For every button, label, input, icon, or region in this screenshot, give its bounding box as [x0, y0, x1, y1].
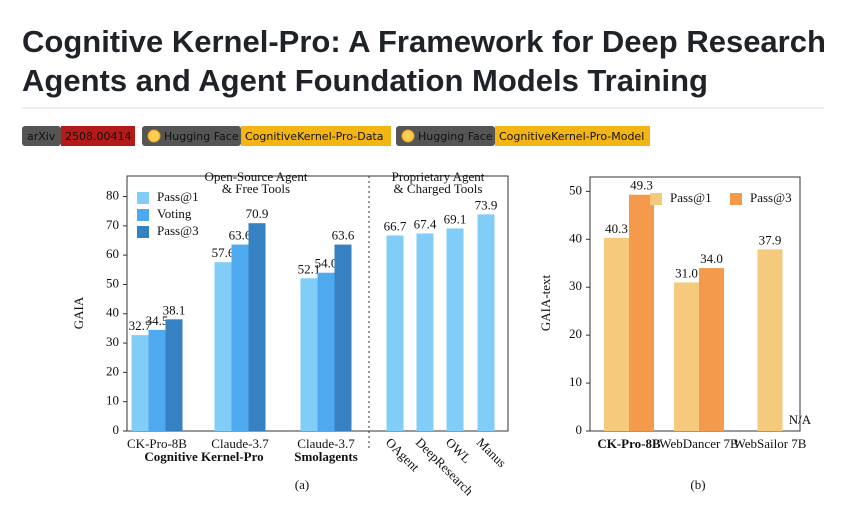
value-label: 54.0 — [315, 256, 338, 271]
section-label: Open-Source Agent — [205, 169, 308, 184]
legend-swatch — [650, 193, 662, 205]
x-tick-label: CK-Pro-8B — [597, 436, 661, 451]
bar — [386, 235, 404, 431]
badge[interactable]: Hugging Face CognitiveKernel-Pro-Model — [396, 126, 650, 146]
value-label: 40.3 — [605, 221, 628, 236]
y-tick-label: 20 — [106, 363, 119, 378]
bar — [231, 244, 249, 431]
section-label: Proprietary Agent — [392, 169, 485, 184]
y-tick-label: 60 — [106, 246, 119, 261]
section-label: & Free Tools — [222, 181, 290, 196]
bar — [674, 282, 699, 431]
bar — [699, 268, 724, 431]
value-label: 63.6 — [332, 228, 355, 243]
y-tick-label: 30 — [569, 278, 582, 293]
legend-swatch — [730, 193, 742, 205]
badge[interactable]: arXiv 2508.00414 — [22, 126, 135, 146]
legend-label: Pass@1 — [157, 189, 199, 204]
bar — [416, 233, 434, 431]
bar — [757, 249, 783, 431]
bar — [300, 278, 318, 431]
bar — [317, 272, 335, 431]
caption: (b) — [690, 477, 705, 492]
badge-value: 2508.00414 — [65, 130, 131, 143]
badge-label: Hugging Face — [164, 130, 239, 143]
y-tick-label: 30 — [106, 334, 119, 349]
value-label: 31.0 — [675, 265, 698, 280]
value-label: 67.4 — [414, 216, 437, 231]
value-label: 32.7 — [129, 318, 152, 333]
badge[interactable]: Hugging Face CognitiveKernel-Pro-Data — [142, 126, 391, 146]
x-tick-label: WebDancer 7B — [659, 436, 739, 451]
badge-label: Hugging Face — [418, 130, 493, 143]
y-tick-label: 20 — [569, 326, 582, 341]
bar — [334, 244, 352, 431]
bar — [148, 329, 166, 431]
y-tick-label: 40 — [106, 305, 119, 320]
y-tick-label: 70 — [106, 217, 119, 232]
y-tick-label: 10 — [106, 393, 119, 408]
y-axis-label: GAIA-text — [538, 274, 553, 331]
group-label: Smolagents — [294, 449, 358, 464]
hf-icon — [147, 129, 161, 143]
badge-value: CognitiveKernel-Pro-Model — [499, 130, 644, 143]
legend-label: Voting — [157, 206, 192, 221]
bar — [131, 335, 149, 431]
badge-value-bg — [241, 126, 391, 146]
value-label: 37.9 — [759, 232, 782, 247]
page-title: Cognitive Kernel-Pro: A Framework for De… — [22, 24, 826, 98]
y-tick-label: 10 — [569, 374, 582, 389]
legend-swatch — [137, 192, 149, 204]
x-tick-label: Claude-3.7 — [297, 436, 355, 451]
value-label: 38.1 — [163, 302, 186, 317]
x-tick-label: CK-Pro-8B — [127, 436, 187, 451]
value-label: 49.3 — [630, 178, 653, 193]
value-label: 52.1 — [298, 261, 321, 276]
y-axis-label: GAIA — [71, 296, 86, 329]
x-tick-label: Claude-3.7 — [211, 436, 269, 451]
badge-value: CognitiveKernel-Pro-Data — [245, 130, 383, 143]
legend-label: Pass@1 — [670, 190, 712, 205]
section-label: & Charged Tools — [394, 181, 483, 196]
bar — [446, 228, 464, 431]
hf-icon — [401, 129, 415, 143]
bar — [165, 319, 183, 431]
annotation: N/A — [789, 412, 812, 427]
y-tick-label: 40 — [569, 230, 582, 245]
value-label: 34.5 — [146, 313, 169, 328]
x-tick-label: WebSailor 7B — [734, 436, 807, 451]
value-label: 34.0 — [700, 251, 723, 266]
value-label: 66.7 — [384, 218, 407, 233]
bar — [629, 194, 654, 431]
value-label: 69.1 — [444, 211, 467, 226]
badge-label-bg — [142, 126, 241, 146]
value-label: 63.6 — [229, 228, 252, 243]
caption: (a) — [295, 477, 309, 492]
y-tick-label: 50 — [106, 275, 119, 290]
legend-swatch — [137, 209, 149, 221]
legend-label: Pass@3 — [157, 223, 199, 238]
badge-value-bg — [61, 126, 135, 146]
x-tick-label: Manus — [474, 435, 510, 471]
y-tick-label: 0 — [576, 422, 583, 437]
badge-label: arXiv — [27, 130, 56, 143]
y-tick-label: 80 — [106, 188, 119, 203]
bar — [604, 237, 629, 431]
y-tick-label: 0 — [113, 422, 120, 437]
legend-label: Pass@3 — [750, 190, 792, 205]
legend-swatch — [137, 226, 149, 238]
value-label: 57.6 — [212, 245, 235, 260]
bar — [248, 223, 266, 431]
badge-label-bg — [22, 126, 61, 146]
group-label: Cognitive Kernel-Pro — [144, 449, 263, 464]
bar — [477, 214, 495, 431]
value-label: 70.9 — [246, 206, 269, 221]
y-tick-label: 50 — [569, 182, 582, 197]
badge-value-bg — [495, 126, 650, 146]
value-label: 73.9 — [475, 197, 498, 212]
badge-label-bg — [396, 126, 495, 146]
bar — [214, 262, 232, 431]
